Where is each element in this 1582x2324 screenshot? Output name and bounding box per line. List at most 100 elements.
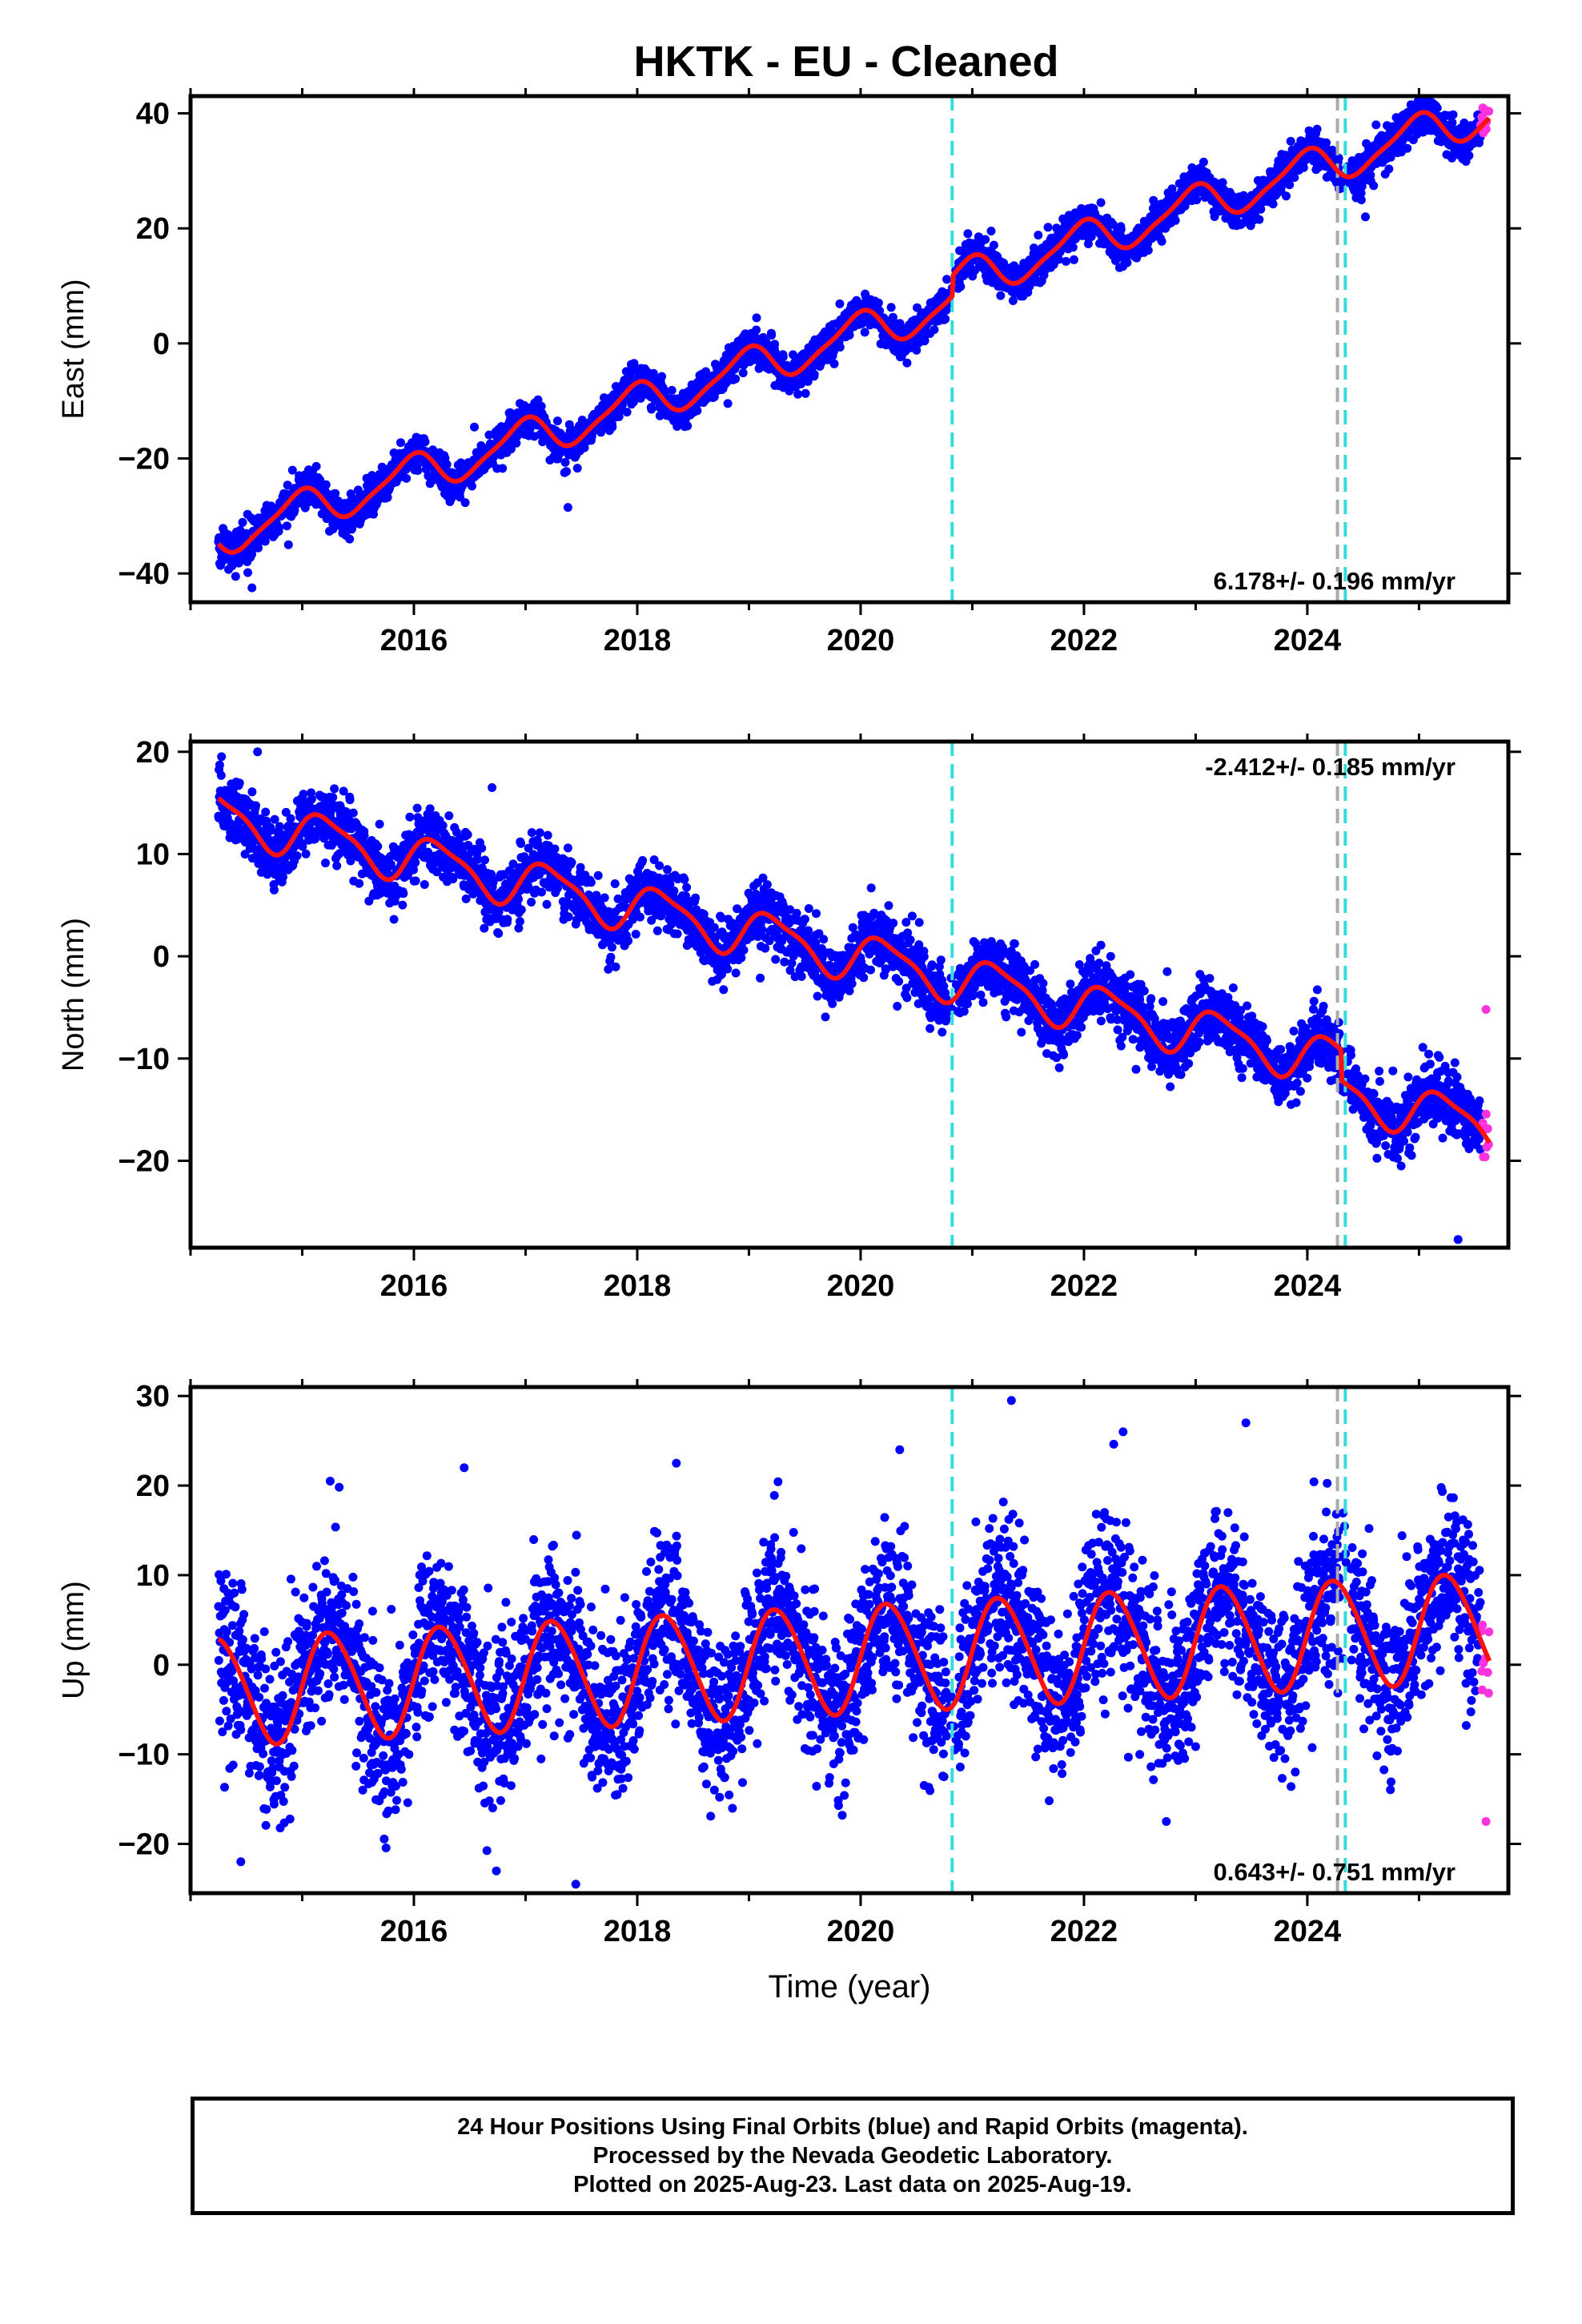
final-point xyxy=(261,807,271,817)
final-point xyxy=(286,814,295,823)
final-point xyxy=(468,481,476,491)
final-point xyxy=(835,343,845,352)
final-point xyxy=(1192,195,1202,205)
final-point xyxy=(572,464,582,473)
final-point xyxy=(1116,225,1126,234)
final-point xyxy=(282,521,291,531)
final-point xyxy=(942,275,952,284)
final-point xyxy=(460,498,470,508)
final-point xyxy=(789,350,797,360)
final-point xyxy=(348,808,358,818)
final-point xyxy=(399,889,408,899)
final-point xyxy=(506,444,516,454)
final-point xyxy=(456,458,466,468)
x-tick-label: 2018 xyxy=(604,624,672,657)
final-point xyxy=(536,401,546,411)
final-point xyxy=(1369,181,1379,191)
final-point xyxy=(375,819,384,829)
final-point xyxy=(1157,236,1166,246)
final-point xyxy=(1199,157,1208,167)
final-point xyxy=(564,420,574,429)
final-point xyxy=(389,915,399,924)
model-curve xyxy=(216,110,1492,555)
final-point xyxy=(1122,258,1132,267)
final-point xyxy=(287,465,297,475)
final-point xyxy=(321,858,330,868)
final-point xyxy=(1384,164,1394,174)
final-point xyxy=(1062,256,1070,266)
final-point xyxy=(778,352,788,362)
final-point xyxy=(345,795,355,805)
final-point xyxy=(1322,138,1331,147)
final-point xyxy=(801,388,810,398)
final-point xyxy=(752,325,761,335)
final-point xyxy=(673,422,682,431)
final-point xyxy=(1096,198,1106,207)
final-point xyxy=(793,389,803,399)
final-point xyxy=(981,235,990,244)
final-point xyxy=(683,421,693,431)
final-point xyxy=(1371,120,1381,130)
final-point xyxy=(402,473,412,483)
y-tick-label: −40 xyxy=(118,557,170,591)
final-point xyxy=(1043,223,1053,232)
final-point xyxy=(463,830,472,839)
final-point xyxy=(1034,231,1043,240)
final-point xyxy=(1464,151,1474,160)
final-point xyxy=(301,849,311,858)
final-point xyxy=(512,438,521,448)
plot-area xyxy=(214,96,1494,602)
final-point xyxy=(562,467,571,476)
final-point xyxy=(989,240,998,250)
final-point xyxy=(767,331,777,340)
final-point xyxy=(785,386,794,396)
final-point xyxy=(217,752,227,762)
final-point xyxy=(860,328,869,337)
final-point xyxy=(235,558,243,568)
final-point xyxy=(484,430,494,440)
x-tick-label: 2024 xyxy=(1274,624,1342,657)
final-point xyxy=(398,900,408,910)
final-point xyxy=(420,437,430,447)
plot-frame xyxy=(188,94,1511,605)
final-point xyxy=(1008,296,1018,305)
final-point xyxy=(307,794,316,804)
final-point xyxy=(332,861,342,870)
final-point xyxy=(328,793,338,802)
x-tick-label: 2020 xyxy=(827,624,895,657)
final-point xyxy=(1285,180,1295,190)
x-tick-label: 2016 xyxy=(380,624,448,657)
x-tick-label: 2022 xyxy=(1050,624,1118,657)
final-point xyxy=(657,372,667,381)
final-point xyxy=(413,466,423,475)
y-axis-label: East (mm) xyxy=(57,279,90,419)
final-point xyxy=(552,416,562,426)
final-point xyxy=(1403,143,1412,153)
final-point xyxy=(1432,103,1442,113)
final-point xyxy=(608,422,617,432)
final-point xyxy=(275,822,284,831)
final-point xyxy=(731,374,741,384)
final-point xyxy=(405,812,415,822)
final-point xyxy=(941,314,950,324)
final-point xyxy=(438,821,448,830)
final-point xyxy=(424,471,433,480)
final-point xyxy=(963,229,973,239)
y-tick-label: 40 xyxy=(136,98,170,131)
final-point xyxy=(396,438,405,448)
final-point xyxy=(243,568,252,577)
final-point xyxy=(1170,215,1180,225)
final-point xyxy=(345,534,355,544)
final-point xyxy=(622,408,632,417)
final-point xyxy=(1356,195,1366,205)
final-point xyxy=(275,523,283,533)
outlier-point xyxy=(1361,212,1370,222)
final-point xyxy=(227,561,237,571)
final-point xyxy=(373,842,383,851)
final-point xyxy=(251,801,260,810)
final-point xyxy=(247,787,257,797)
final-point xyxy=(930,325,939,335)
final-point xyxy=(986,227,996,235)
